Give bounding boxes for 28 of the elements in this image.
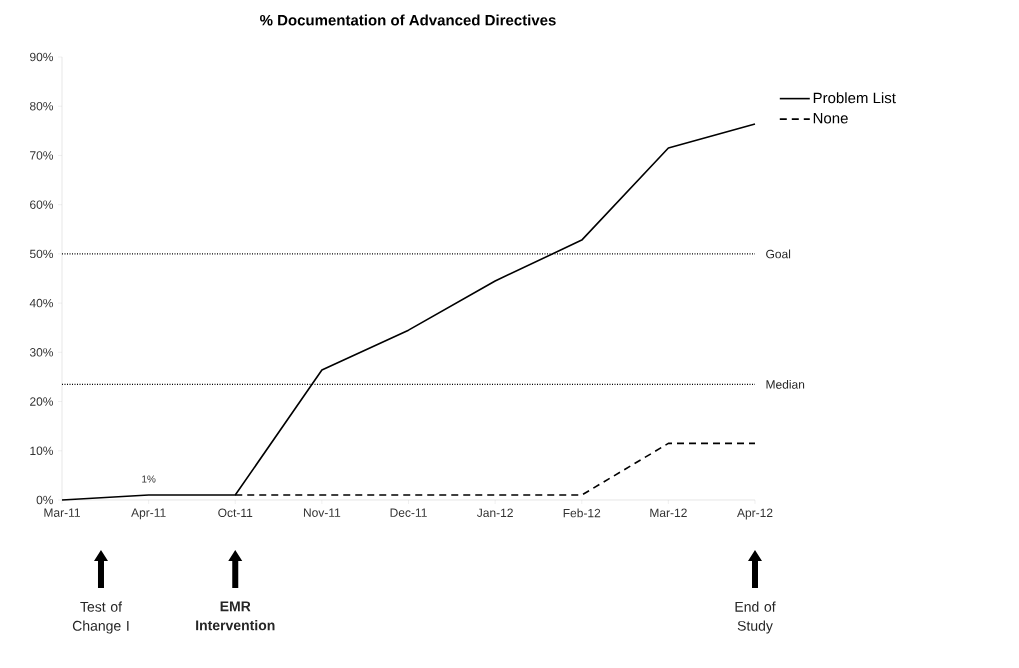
chart-title: % Documentation of Advanced Directives bbox=[260, 14, 556, 26]
text: Test of Change I bbox=[72, 601, 129, 634]
y-tick-label: 10% bbox=[30, 446, 54, 456]
y-tick-label: 30% bbox=[29, 348, 54, 357]
x-tick-label: Feb-12 bbox=[563, 508, 601, 518]
x-tick-label: Mar-12 bbox=[650, 508, 687, 518]
y-tick-label: 70% bbox=[30, 151, 54, 160]
y-tick-label: 60% bbox=[30, 200, 54, 209]
annotation: 1% bbox=[142, 475, 156, 483]
ref-line-label: Goal bbox=[766, 249, 791, 259]
y-tick-label: 90% bbox=[30, 52, 54, 62]
y-tick-label: 80% bbox=[29, 101, 54, 111]
x-tick-label: Apr-11 bbox=[131, 508, 166, 520]
x-tick-label: Nov-11 bbox=[303, 508, 341, 517]
x-tick-label: Jan-12 bbox=[476, 508, 513, 518]
ref-line-label: Median bbox=[766, 379, 805, 389]
x-tick-label: Mar-11 bbox=[44, 508, 80, 517]
y-tick-label: 40% bbox=[29, 298, 54, 308]
text: EMR Intervention bbox=[196, 601, 275, 631]
legend-label: Problem List bbox=[813, 92, 896, 104]
x-tick-label: Apr-12 bbox=[737, 508, 773, 520]
y-tick-label: 50% bbox=[29, 249, 54, 259]
legend-label: None bbox=[813, 113, 848, 124]
y-tick-label: 20% bbox=[30, 397, 54, 406]
x-tick-label: Dec-11 bbox=[390, 508, 427, 517]
y-tick-label: 0% bbox=[36, 495, 54, 505]
x-tick-label: Oct-11 bbox=[218, 508, 253, 518]
text: End of Study bbox=[735, 601, 776, 634]
